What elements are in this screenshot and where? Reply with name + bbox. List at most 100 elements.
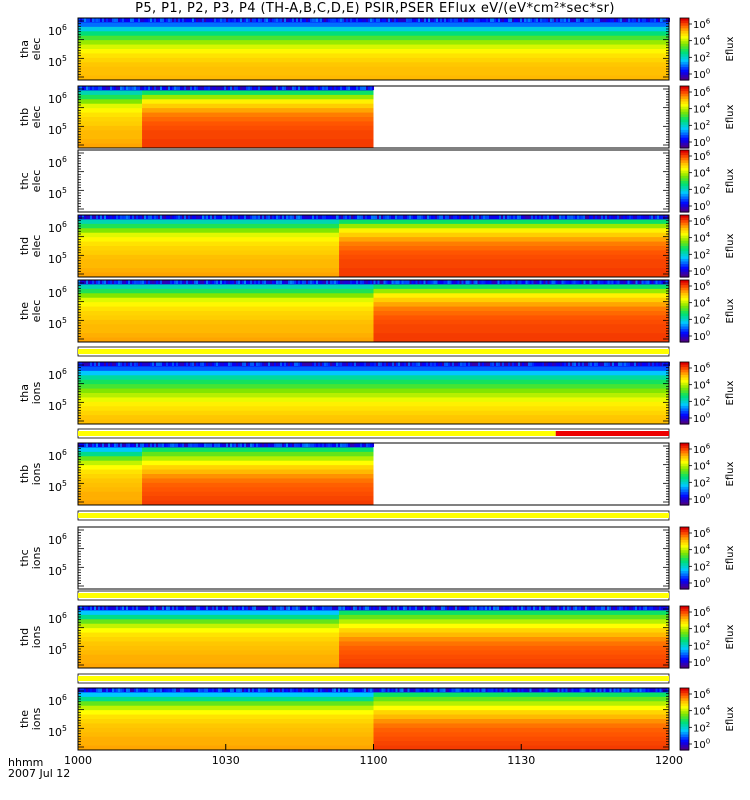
heatmap-noise xyxy=(226,688,228,692)
heatmap-cell xyxy=(78,284,374,290)
heatmap-noise xyxy=(421,215,424,219)
heatmap-noise xyxy=(306,443,309,447)
heatmap-noise xyxy=(104,362,106,366)
y-label-probe: the xyxy=(18,710,31,728)
heatmap-noise xyxy=(451,606,454,610)
heatmap-noise xyxy=(236,86,239,90)
heatmap-noise xyxy=(349,606,352,610)
heatmap-noise xyxy=(633,215,636,219)
heatmap-noise xyxy=(531,606,534,610)
y-label-probe: thc xyxy=(18,172,31,189)
heatmap-noise xyxy=(597,688,600,692)
heatmap-noise xyxy=(542,18,544,22)
heatmap-noise xyxy=(427,606,430,610)
heatmap-noise xyxy=(583,215,586,219)
heatmap-noise xyxy=(176,443,179,447)
heatmap-noise xyxy=(292,606,294,610)
heatmap-noise xyxy=(256,443,259,447)
heatmap-noise xyxy=(558,362,560,366)
heatmap-noise xyxy=(236,280,238,284)
heatmap-cell xyxy=(373,710,669,716)
colorbar-segment xyxy=(680,145,689,149)
heatmap-noise xyxy=(148,688,150,692)
heatmap-noise xyxy=(380,18,382,22)
heatmap-noise xyxy=(551,280,554,284)
heatmap-noise xyxy=(391,280,394,284)
heatmap-noise xyxy=(641,688,644,692)
heatmap-noise xyxy=(320,606,322,610)
heatmap-noise xyxy=(358,443,361,447)
heatmap-noise xyxy=(667,215,670,219)
heatmap-noise xyxy=(170,215,172,219)
heatmap-noise xyxy=(543,606,546,610)
heatmap-noise xyxy=(304,86,307,90)
heatmap-noise xyxy=(330,215,332,219)
heatmap-noise xyxy=(240,280,242,284)
heatmap-noise xyxy=(425,606,428,610)
colorbar-tick-label: 100 xyxy=(693,577,710,591)
heatmap-noise xyxy=(100,215,102,219)
heatmap-noise xyxy=(449,215,452,219)
heatmap-noise xyxy=(535,280,538,284)
heatmap-noise xyxy=(604,362,606,366)
heatmap-cell xyxy=(78,419,669,425)
colorbar-segment xyxy=(680,220,689,224)
heatmap-noise xyxy=(330,280,332,284)
heatmap-noise xyxy=(158,362,160,366)
heatmap-noise xyxy=(232,362,234,366)
heatmap-noise xyxy=(363,606,366,610)
heatmap-noise xyxy=(126,215,128,219)
heatmap-noise xyxy=(629,280,632,284)
heatmap-noise xyxy=(106,280,108,284)
colorbar-segment xyxy=(680,547,689,551)
heatmap-noise xyxy=(424,362,426,366)
heatmap-noise xyxy=(622,18,624,22)
heatmap-noise xyxy=(122,215,124,219)
colorbar-segment xyxy=(680,188,689,192)
heatmap-noise xyxy=(106,86,108,90)
heatmap-noise xyxy=(234,280,236,284)
heatmap-noise xyxy=(192,688,194,692)
colorbar-segment xyxy=(680,51,689,55)
heatmap-noise xyxy=(515,280,518,284)
heatmap-noise xyxy=(236,606,238,610)
heatmap-noise xyxy=(342,443,345,447)
heatmap-cell xyxy=(142,456,374,462)
heatmap-noise xyxy=(659,606,662,610)
heatmap-noise xyxy=(246,606,248,610)
heatmap-noise xyxy=(364,86,367,90)
colorbar-frame xyxy=(679,687,690,751)
colorbar-segment xyxy=(680,583,689,588)
colorbar-segment xyxy=(680,295,689,299)
heatmap-noise xyxy=(660,18,662,22)
heatmap-noise xyxy=(302,280,304,284)
heatmap-noise xyxy=(565,606,568,610)
colorbar-segment xyxy=(680,390,689,394)
colorbar-segment xyxy=(680,109,689,113)
heatmap-noise xyxy=(393,688,396,692)
heatmap-cell xyxy=(78,319,374,325)
colorbar-segment xyxy=(680,573,689,577)
heatmap-noise xyxy=(208,18,210,22)
heatmap-noise xyxy=(230,86,233,90)
heatmap-noise xyxy=(284,362,286,366)
heatmap-noise xyxy=(582,18,584,22)
status-bar-segment xyxy=(78,513,669,518)
heatmap-noise xyxy=(435,688,438,692)
heatmap-noise xyxy=(463,215,466,219)
heatmap-noise xyxy=(102,86,104,90)
heatmap-noise xyxy=(619,606,622,610)
heatmap-cell xyxy=(142,125,374,131)
heatmap-noise xyxy=(190,606,192,610)
heatmap-cell xyxy=(78,447,143,453)
colorbar-segment xyxy=(680,93,689,97)
heatmap-noise xyxy=(393,606,396,610)
heatmap-noise xyxy=(264,443,267,447)
heatmap-noise xyxy=(146,606,148,610)
heatmap-noise xyxy=(516,18,518,22)
heatmap-noise xyxy=(621,280,624,284)
heatmap-noise xyxy=(655,606,658,610)
heatmap-cell xyxy=(142,469,374,475)
heatmap-noise xyxy=(445,215,448,219)
heatmap-noise xyxy=(450,18,452,22)
